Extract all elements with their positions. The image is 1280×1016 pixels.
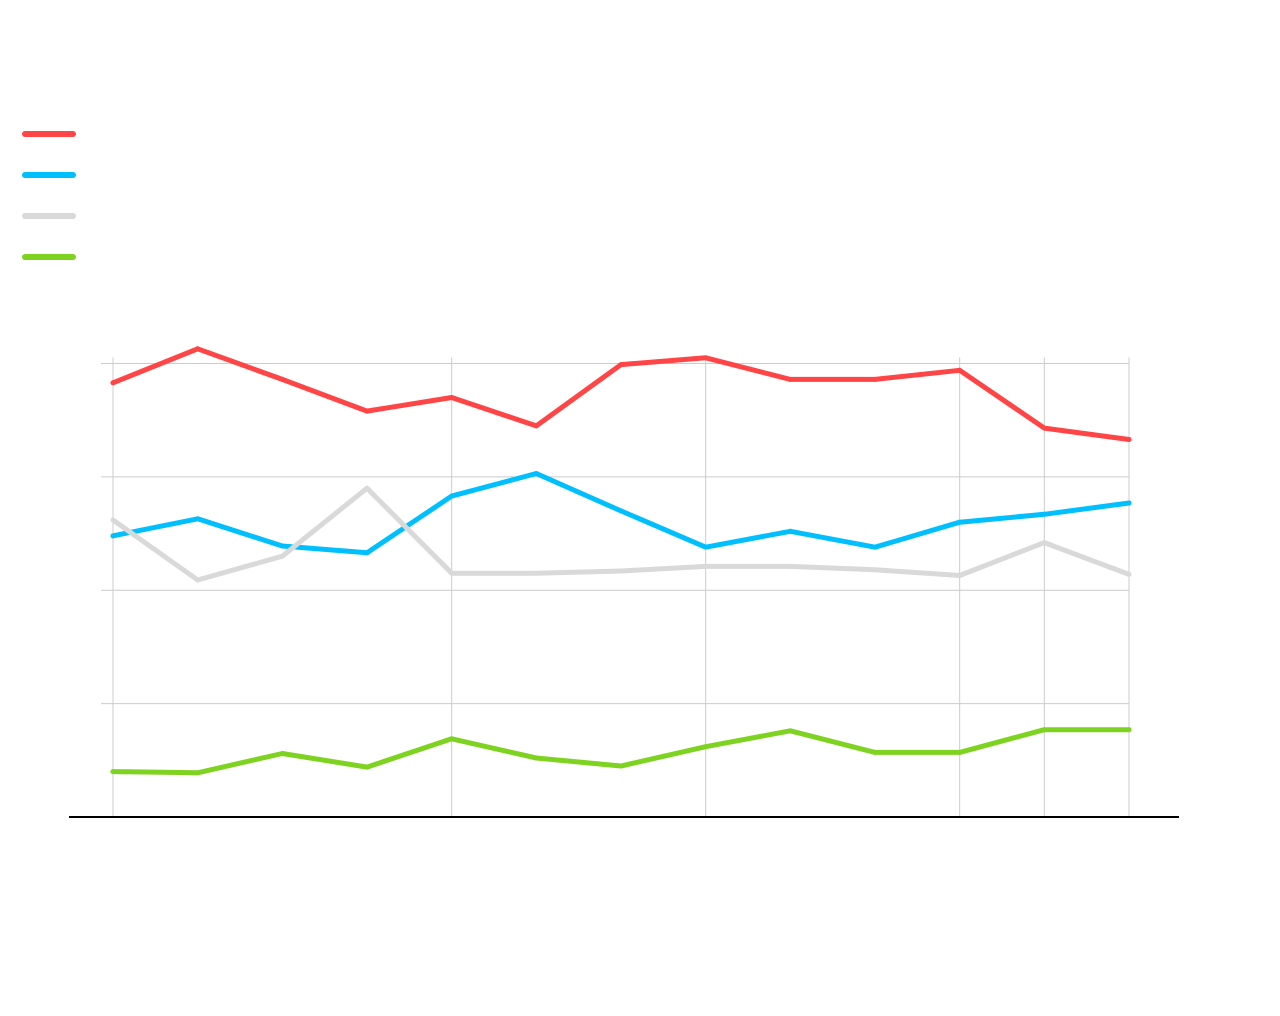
data-point-s3-9 [787,563,793,569]
data-point-s4-2 [195,770,201,776]
data-point-s3-3 [279,553,285,559]
data-point-s2-1 [110,533,116,539]
data-point-s2-3 [279,543,285,549]
data-point-s2-8 [703,544,709,550]
legend [22,131,76,260]
data-point-s4-1 [110,769,116,775]
data-point-s1-2 [195,346,201,352]
data-point-s4-9 [787,728,793,734]
data-point-s1-6 [533,423,539,429]
data-point-s1-4 [364,408,370,414]
data-point-s4-7 [618,763,624,769]
data-point-s2-10 [872,544,878,550]
data-point-s2-4 [364,550,370,556]
data-point-s2-5 [449,493,455,499]
data-point-s3-11 [957,573,963,579]
data-point-s1-9 [787,376,793,382]
series-line-3 [110,485,1132,583]
data-point-s3-13 [1126,571,1132,577]
data-point-s4-13 [1126,727,1132,733]
data-point-s3-7 [618,568,624,574]
data-point-s1-5 [449,395,455,401]
horizontal-gridlines [101,363,1129,705]
data-point-s2-6 [533,470,539,476]
data-point-s3-4 [364,485,370,491]
data-point-s1-3 [279,376,285,382]
data-point-s3-8 [703,563,709,569]
data-point-s4-10 [872,749,878,755]
data-point-s1-11 [957,367,963,373]
data-point-s4-6 [533,755,539,761]
data-point-s4-8 [703,744,709,750]
data-point-s3-12 [1041,540,1047,546]
data-point-s3-10 [872,567,878,573]
data-point-s3-1 [110,517,116,523]
data-point-s1-1 [110,380,116,386]
data-point-s3-5 [449,570,455,576]
data-point-s2-11 [957,519,963,525]
data-point-s4-12 [1041,727,1047,733]
data-point-s1-13 [1126,436,1132,442]
data-point-s4-3 [279,751,285,757]
data-point-s1-10 [872,376,878,382]
data-point-s3-2 [195,577,201,583]
data-point-s2-9 [787,528,793,534]
data-point-s3-6 [533,570,539,576]
data-point-s2-13 [1126,500,1132,506]
data-point-s4-5 [449,736,455,742]
data-point-s1-7 [618,362,624,368]
data-point-s4-4 [364,764,370,770]
data-point-s1-12 [1041,425,1047,431]
data-point-s4-11 [957,749,963,755]
data-point-s1-8 [703,355,709,361]
data-point-s2-2 [195,516,201,522]
data-point-s2-7 [618,508,624,514]
data-point-s2-12 [1041,511,1047,517]
series-lines [110,346,1132,776]
